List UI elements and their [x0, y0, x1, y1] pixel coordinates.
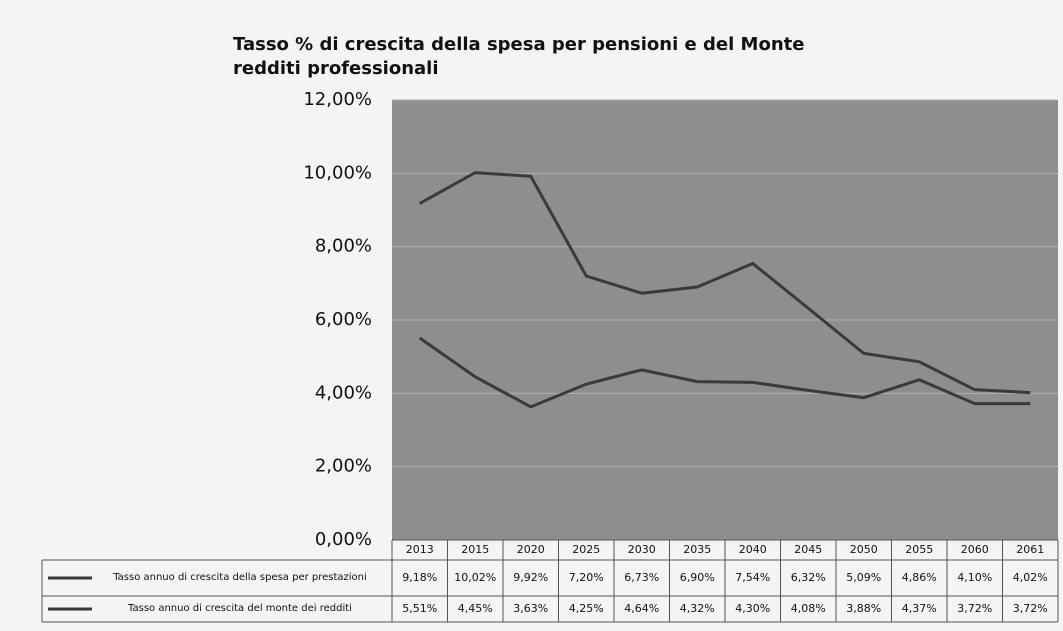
data-label: 3,88%	[846, 602, 881, 615]
data-label: 5,51%	[402, 602, 437, 615]
chart-title: Tasso % di crescita della spesa per pens…	[233, 34, 804, 79]
data-label: 9,92%	[513, 571, 548, 584]
data-label: 4,37%	[902, 602, 937, 615]
x-tick-label: 2015	[461, 543, 489, 556]
y-tick-label: 6,00%	[315, 309, 372, 330]
x-tick-label: 2013	[406, 543, 434, 556]
data-label: 4,10%	[957, 571, 992, 584]
x-tick-label: 2060	[961, 543, 989, 556]
y-tick-label: 8,00%	[315, 236, 372, 257]
y-tick-label: 10,00%	[303, 162, 372, 183]
data-label: 4,32%	[680, 602, 715, 615]
y-tick-label: 12,00%	[303, 89, 372, 110]
data-label: 4,45%	[458, 602, 493, 615]
data-label: 10,02%	[454, 571, 496, 584]
x-tick-label: 2055	[905, 543, 933, 556]
x-tick-label: 2040	[739, 543, 767, 556]
x-tick-label: 2050	[850, 543, 878, 556]
data-label: 4,08%	[791, 602, 826, 615]
data-label: 6,73%	[624, 571, 659, 584]
y-tick-label: 0,00%	[315, 529, 372, 550]
series-line	[419, 171, 1031, 395]
y-tick-label: 2,00%	[315, 456, 372, 477]
data-label: 7,54%	[735, 571, 770, 584]
x-tick-label: 2025	[572, 543, 600, 556]
data-label: 3,63%	[513, 602, 548, 615]
x-tick-label: 2045	[794, 543, 822, 556]
y-tick-label: 4,00%	[315, 382, 372, 403]
data-label: 4,25%	[569, 602, 604, 615]
data-label: 3,72%	[957, 602, 992, 615]
data-label: 3,72%	[1013, 602, 1048, 615]
legend-label-box: Tasso annuo di crescita del monte dei re…	[128, 603, 352, 614]
data-label: 9,18%	[402, 571, 437, 584]
legend-label: Tasso annuo di crescita del monte dei re…	[128, 603, 352, 614]
data-label: 4,30%	[735, 602, 770, 615]
x-tick-label: 2035	[683, 543, 711, 556]
data-label: 6,90%	[680, 571, 715, 584]
data-label: 6,32%	[791, 571, 826, 584]
x-tick-label: 2061	[1016, 543, 1044, 556]
data-label: 7,20%	[569, 571, 604, 584]
legend-label-box: Tasso annuo di crescita della spesa per …	[113, 572, 367, 583]
x-tick-label: 2030	[628, 543, 656, 556]
data-label: 4,02%	[1013, 571, 1048, 584]
data-label: 4,64%	[624, 602, 659, 615]
data-label: 5,09%	[846, 571, 881, 584]
legend-label: Tasso annuo di crescita della spesa per …	[113, 572, 367, 583]
series-line	[418, 336, 1031, 409]
data-label: 4,86%	[902, 571, 937, 584]
x-tick-label: 2020	[517, 543, 545, 556]
